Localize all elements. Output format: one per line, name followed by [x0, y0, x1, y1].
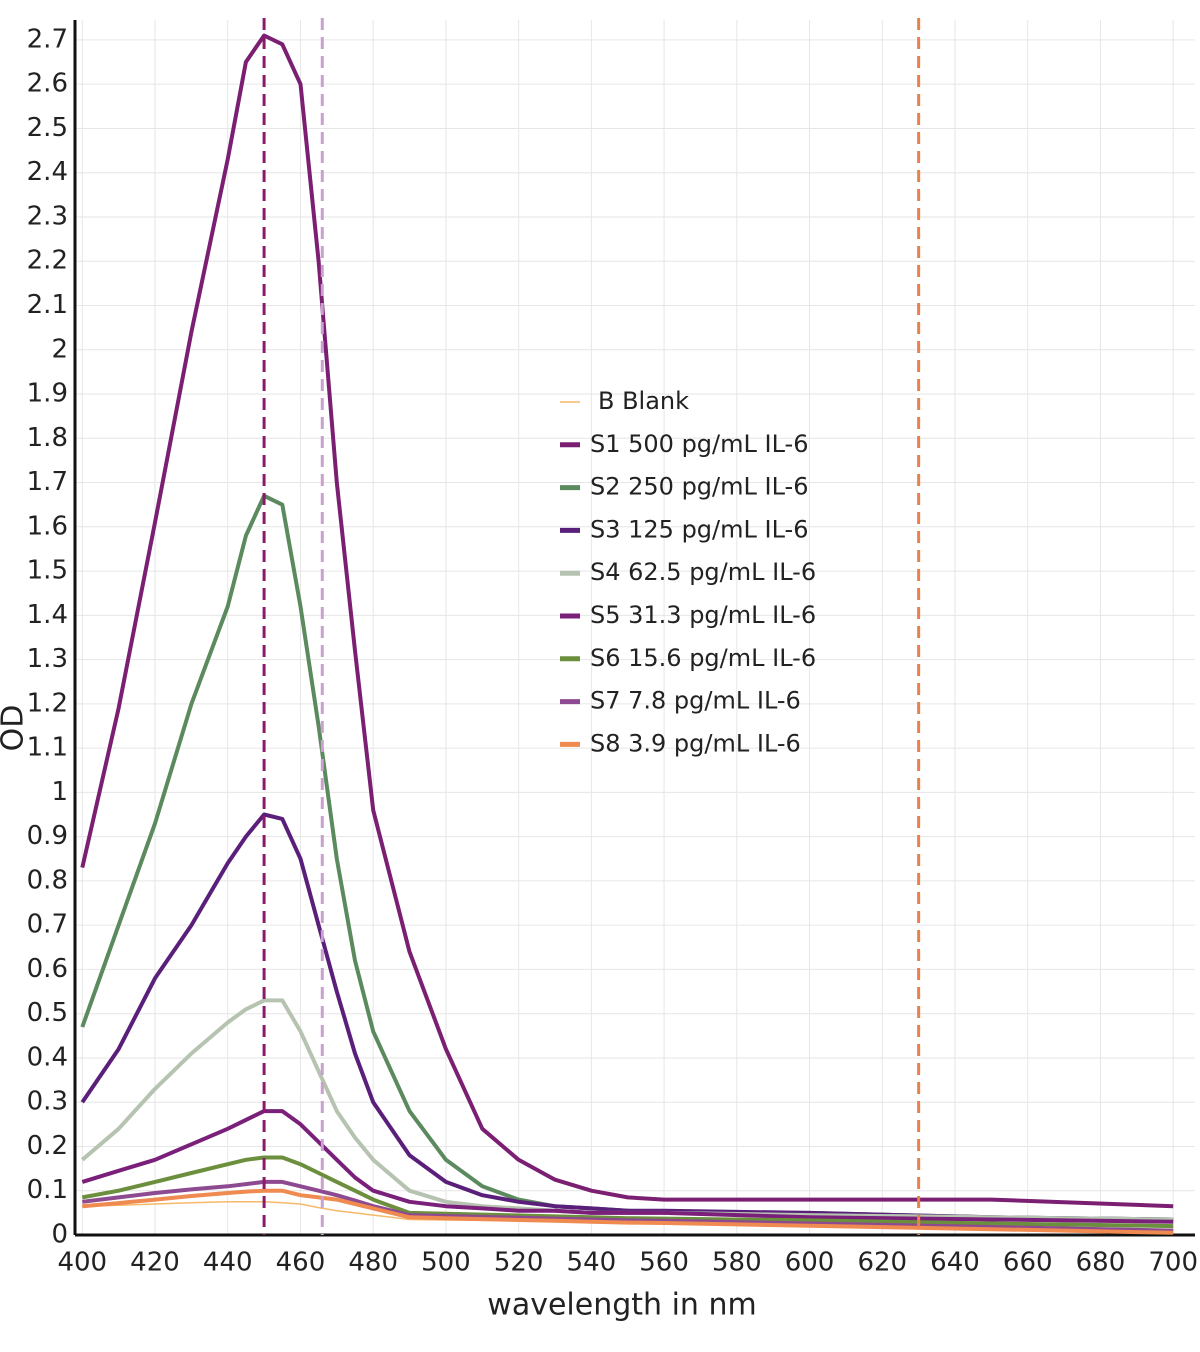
legend-label: B Blank: [598, 387, 689, 415]
y-tick-label: 2.1: [27, 290, 68, 320]
legend-label: S6 15.6 pg/mL IL-6: [590, 644, 816, 672]
y-tick-label: 2.5: [27, 113, 68, 143]
y-tick-label: 1.9: [27, 379, 68, 409]
series-line: [82, 1188, 1174, 1235]
legend-label: S3 125 pg/mL IL-6: [590, 515, 808, 543]
series-line: [81, 998, 1174, 1222]
y-tick-label: 0.6: [27, 954, 68, 984]
y-tick-label: 1.1: [27, 733, 68, 763]
y-tick-label: 0.9: [27, 821, 68, 851]
x-tick-label: 460: [276, 1248, 326, 1278]
y-tick-label: 0.5: [27, 998, 68, 1028]
series-line: [81, 1109, 1174, 1224]
x-tick-label: 620: [857, 1248, 907, 1278]
y-tick-label: 2.4: [27, 157, 68, 187]
legend-label: S5 31.3 pg/mL IL-6: [590, 601, 816, 629]
legend-label: S1 500 pg/mL IL-6: [590, 430, 808, 458]
y-tick-label: 1.7: [27, 467, 68, 497]
x-tick-label: 520: [494, 1248, 544, 1278]
y-tick-label: 2.3: [27, 201, 68, 231]
y-axis-label: OD: [0, 705, 31, 752]
legend-label: S2 250 pg/mL IL-6: [590, 473, 808, 501]
y-tick-label: 2.6: [27, 69, 68, 99]
x-axis-label: wavelength in nm: [487, 1288, 756, 1323]
y-tick-label: 0.4: [27, 1042, 68, 1072]
series-line: [81, 1155, 1174, 1229]
y-tick-label: 0.8: [27, 865, 68, 895]
x-tick-label: 700: [1148, 1248, 1198, 1278]
y-tick-label: 0.3: [27, 1087, 68, 1117]
x-tick-label: 500: [421, 1248, 471, 1278]
y-tick-label: 1.3: [27, 644, 68, 674]
x-tick-label: 640: [930, 1248, 980, 1278]
legend-label: S4 62.5 pg/mL IL-6: [590, 558, 816, 586]
y-tick-label: 1.4: [27, 600, 68, 630]
y-tick-label: 0: [51, 1220, 68, 1250]
x-tick-label: 400: [57, 1248, 107, 1278]
y-tick-label: 0.2: [27, 1131, 68, 1161]
series-line: [82, 1179, 1174, 1233]
x-tick-label: 600: [785, 1248, 835, 1278]
y-tick-label: 1.8: [27, 423, 68, 453]
y-tick-label: 1: [51, 777, 68, 807]
y-tick-label: 1.2: [27, 688, 68, 718]
y-tick-label: 2.2: [27, 246, 68, 276]
y-tick-label: 0.7: [27, 910, 68, 940]
y-tick-label: 1.6: [27, 511, 68, 541]
series-line: [80, 33, 1174, 1209]
y-tick-label: 1.5: [27, 556, 68, 586]
legend-label: S8 3.9 pg/mL IL-6: [590, 729, 801, 757]
x-tick-label: 440: [203, 1248, 253, 1278]
y-tick-label: 0.1: [27, 1175, 68, 1205]
x-tick-label: 580: [712, 1248, 762, 1278]
x-tick-label: 480: [348, 1248, 398, 1278]
series-line: [80, 812, 1174, 1222]
y-tick-label: 2: [51, 334, 68, 364]
legend-label: S7 7.8 pg/mL IL-6: [590, 687, 801, 715]
x-tick-label: 420: [130, 1248, 180, 1278]
x-tick-label: 560: [639, 1248, 689, 1278]
y-tick-label: 2.7: [27, 24, 68, 54]
x-tick-label: 680: [1076, 1248, 1126, 1278]
x-tick-label: 660: [1003, 1248, 1053, 1278]
x-tick-label: 540: [567, 1248, 617, 1278]
